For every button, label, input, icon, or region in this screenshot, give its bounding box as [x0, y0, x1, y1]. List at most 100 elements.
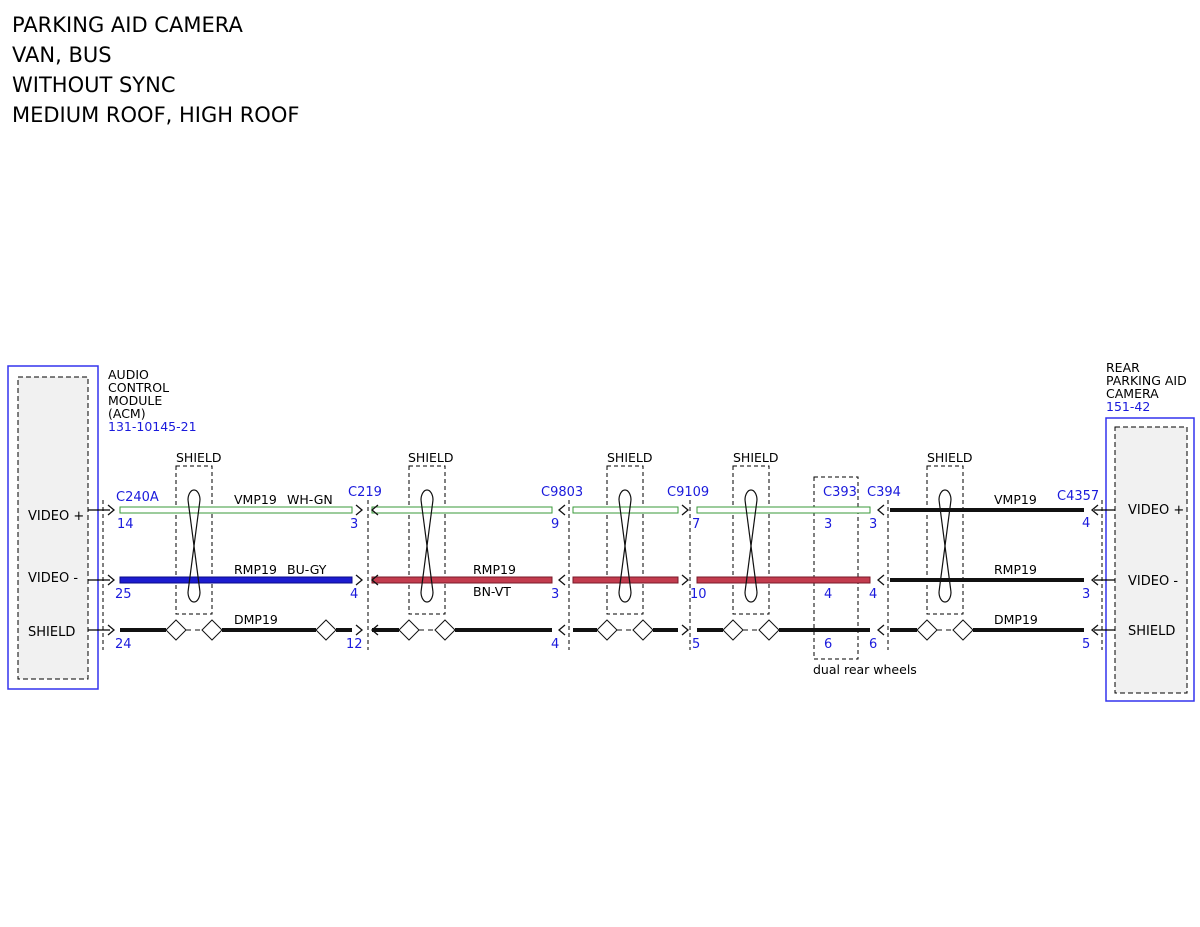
right-signal-video-minus: VIDEO - — [1128, 574, 1178, 589]
left-module-name-3: MODULE — [108, 393, 162, 408]
twist-1-loop-top — [187, 489, 201, 501]
arrow-c9803-r2 — [557, 574, 566, 586]
left-module-name-1: AUDIO — [108, 367, 149, 382]
diamond-inline — [315, 619, 337, 641]
circuit-vmp19-right: VMP19 — [994, 492, 1037, 507]
twist-5-cross-b — [938, 499, 952, 593]
shield-label-3: SHIELD — [607, 450, 653, 465]
twist-1-loop-bottom — [187, 591, 201, 603]
circuit-dmp19-left: DMP19 — [234, 612, 278, 627]
arrow-c9109-l3 — [681, 624, 690, 636]
left-signal-shield: SHIELD — [28, 625, 75, 640]
wire-video-plus: VMP19 WH-GN VMP19 — [119, 492, 1084, 514]
pin-c9109-2: 10 — [690, 587, 707, 602]
shield-box-5 — [926, 465, 964, 615]
twist-5-loop-bottom — [938, 591, 952, 603]
arrow-c219-r1 — [370, 504, 379, 516]
circuit-rmp19-right: RMP19 — [994, 562, 1037, 577]
pin-c240a-3: 24 — [115, 637, 132, 652]
title-block: PARKING AID CAMERA VAN, BUS WITHOUT SYNC… — [12, 10, 299, 130]
twist-2 — [420, 489, 434, 603]
pin-c393-2: 4 — [824, 587, 832, 602]
left-module-name-4: (ACM) — [108, 406, 146, 421]
arrow-c240a-1 — [107, 504, 116, 516]
wire-bn-vt-3 — [696, 576, 871, 584]
diamond-4b — [758, 619, 780, 641]
right-module-box — [1105, 417, 1195, 702]
twist-4-loop-bottom — [744, 591, 758, 603]
terminal-arrows — [107, 504, 1099, 636]
wire-bn-vt-1 — [371, 576, 553, 584]
shield-box-1 — [175, 465, 213, 615]
pin-c393-1: 3 — [824, 517, 832, 532]
twist-1 — [187, 489, 201, 603]
diamond-1a — [165, 619, 187, 641]
arrow-c9109-l1 — [681, 504, 690, 516]
connector-id-c9109: C9109 — [667, 485, 709, 500]
diamond-2a — [398, 619, 420, 641]
twist-3-loop-top — [618, 489, 632, 501]
circuit-vmp19-left: VMP19 — [234, 492, 277, 507]
wire-wh-gn-segment-4 — [696, 506, 871, 514]
pin-c394-1: 3 — [869, 517, 877, 532]
shield-box-3 — [606, 465, 644, 615]
twisted-pair-symbols — [187, 489, 952, 603]
left-module: VIDEO + VIDEO - SHIELD AUDIO CONTROL MOD… — [7, 365, 197, 690]
shield-diamonds — [165, 619, 974, 641]
pin-c219-3: 12 — [346, 637, 363, 652]
shield-label-1: SHIELD — [176, 450, 222, 465]
wire-wh-gn-segment-3 — [572, 506, 679, 514]
circuit-dmp19-right: DMP19 — [994, 612, 1038, 627]
arrow-c4357-2 — [1090, 574, 1099, 586]
diamond-5a — [916, 619, 938, 641]
shield-label-5: SHIELD — [927, 450, 973, 465]
connector-box-c393 — [813, 476, 859, 660]
arrow-c219-l2 — [355, 574, 364, 586]
note-dual-rear-wheels: dual rear wheels — [813, 662, 917, 677]
left-module-name-2: CONTROL — [108, 380, 169, 395]
left-module-inner — [17, 376, 89, 680]
pin-c219-2: 4 — [350, 587, 358, 602]
pin-numbers: 14 25 24 3 4 12 9 3 4 7 10 5 3 4 6 3 4 6… — [115, 516, 1090, 652]
pin-c9109-3: 5 — [692, 637, 700, 652]
left-module-ref: 131-10145-21 — [108, 419, 197, 434]
wire-bn-vt-2 — [572, 576, 679, 584]
wire-wh-gn-body-1 — [119, 506, 353, 514]
twist-2-loop-bottom — [420, 591, 434, 603]
wire-video-minus: RMP19 BU-GY RMP19 BN-VT RMP19 — [119, 562, 1084, 599]
connector-id-c394: C394 — [867, 485, 901, 500]
twist-5 — [938, 489, 952, 603]
twist-3-loop-bottom — [618, 591, 632, 603]
pin-c394-2: 4 — [869, 587, 877, 602]
circuit-bu-gy: BU-GY — [287, 562, 327, 577]
title-line-4: MEDIUM ROOF, HIGH ROOF — [12, 103, 300, 127]
arrow-c9803-r3 — [557, 624, 566, 636]
shield-label-2: SHIELD — [408, 450, 454, 465]
arrow-c219-r3 — [370, 624, 379, 636]
twist-4-cross-b — [744, 499, 758, 593]
right-signal-video-plus: VIDEO + — [1128, 503, 1184, 518]
pin-c4357-3: 5 — [1082, 637, 1090, 652]
arrow-c4357-1 — [1090, 504, 1099, 516]
pin-c4357-2: 3 — [1082, 587, 1090, 602]
wire-wh-gn-body-4 — [696, 506, 871, 514]
pin-c9803-2: 3 — [551, 587, 559, 602]
twist-5-loop-top — [938, 489, 952, 501]
twist-1-cross-b — [187, 499, 201, 593]
pin-c4357-1: 4 — [1082, 516, 1090, 531]
connector-id-c9803: C9803 — [541, 485, 583, 500]
shield-box-4 — [732, 465, 770, 615]
twist-3 — [618, 489, 632, 603]
diamond-1b — [201, 619, 223, 641]
arrow-c240a-3 — [107, 624, 116, 636]
connector-boundaries — [102, 476, 1103, 660]
twist-2-loop-top — [420, 489, 434, 501]
connector-id-c219: C219 — [348, 485, 382, 500]
arrow-c394-r1 — [876, 504, 885, 516]
connector-ids: C240A C219 C9803 C9109 C393 C394 C4357 — [116, 485, 1099, 505]
right-module-ref: 151-42 — [1106, 399, 1150, 414]
pin-c9109-1: 7 — [692, 517, 700, 532]
diamond-3a — [596, 619, 618, 641]
diamond-4a — [722, 619, 744, 641]
